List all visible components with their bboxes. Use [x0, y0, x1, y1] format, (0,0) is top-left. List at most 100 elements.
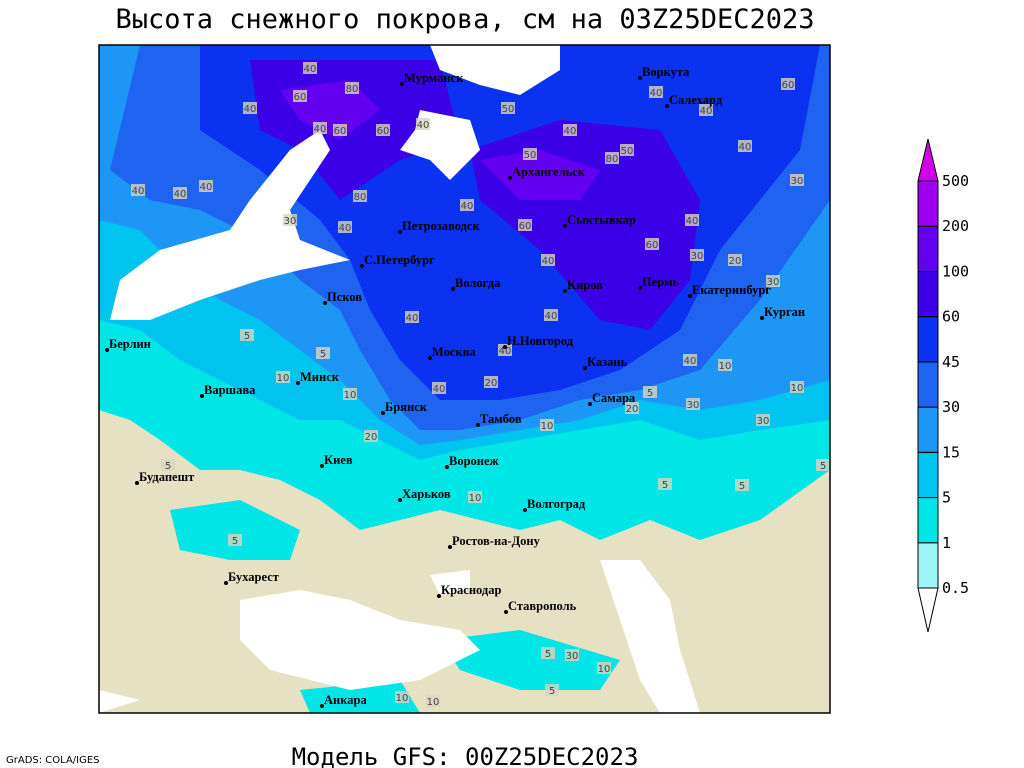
city-dot [224, 581, 228, 585]
city-label: Н.Новгород [507, 334, 574, 348]
contour-label: 10 [427, 697, 440, 708]
contour-label-box [243, 102, 257, 114]
city-dot [508, 176, 512, 180]
contour-label: 40 [499, 346, 512, 357]
contour-label-box [293, 90, 307, 102]
contour-label-box [313, 122, 327, 134]
city-dot [320, 704, 324, 708]
contour-label-box [316, 347, 330, 359]
contour-label: 10 [344, 390, 357, 401]
colorbar-box [917, 361, 939, 408]
contour-label-box [345, 82, 359, 94]
snow-area [440, 630, 620, 690]
city-dot [200, 394, 204, 398]
colorbar-label: 45 [942, 353, 960, 371]
city-dot [523, 508, 527, 512]
city-label: Тамбов [480, 412, 522, 426]
contour-label: 5 [549, 686, 555, 697]
city-dot [563, 289, 567, 293]
contour-label: 40 [304, 64, 317, 75]
contour-label: 20 [729, 256, 742, 267]
contour-label: 50 [621, 146, 634, 157]
map-frame [98, 44, 831, 714]
city-label: Екатеринбург [692, 283, 771, 297]
city-label: Бухарест [228, 570, 279, 584]
colorbar-label: 30 [942, 398, 960, 416]
city-label: Анкара [324, 693, 367, 707]
colorbar-label: 15 [942, 443, 960, 461]
contour-label-box [432, 382, 446, 394]
city-label: Киев [324, 453, 353, 467]
contour-label-box [498, 344, 512, 356]
contour-label: 40 [406, 313, 419, 324]
contour-label: 40 [684, 356, 697, 367]
contour-label: 60 [519, 221, 532, 232]
contour-label-box [643, 386, 657, 398]
snow-area [170, 500, 300, 560]
city-dot [583, 366, 587, 370]
city-label: Брянск [385, 400, 428, 414]
contour-label: 40 [739, 142, 752, 153]
contour-label-box [541, 647, 555, 659]
contour-label: 30 [691, 251, 704, 262]
city-label: Салехард [669, 93, 723, 107]
contour-label: 60 [294, 92, 307, 103]
colorbar-label: 200 [942, 217, 969, 235]
contour-label-box [625, 402, 639, 414]
city-dot [448, 545, 452, 549]
contour-label: 80 [606, 154, 619, 165]
colorbar-label: 5 [942, 489, 951, 507]
city-label: Берлин [109, 337, 151, 351]
city-label: Краснодар [441, 583, 501, 597]
contour-label-box [683, 354, 697, 366]
contour-label-box [405, 311, 419, 323]
city-dot [504, 610, 508, 614]
title: Высота снежного покрова, см на 03Z25DEC2… [116, 4, 815, 35]
contour-label-box [484, 376, 498, 388]
contour-label: 50 [502, 104, 515, 115]
contour-label: 5 [739, 481, 745, 492]
contour-label-box [283, 214, 297, 226]
contour-label: 5 [662, 480, 668, 491]
colorbar-box [917, 180, 939, 227]
contour-label: 30 [767, 277, 780, 288]
city-label: Будапешт [139, 470, 194, 484]
contour-label: 10 [469, 493, 482, 504]
contour-label-box [501, 102, 515, 114]
contour-label-box [303, 62, 317, 74]
sea [430, 45, 560, 95]
colorbar-label: 500 [942, 172, 969, 190]
contour-label-box [645, 238, 659, 250]
contour-label-box [276, 371, 290, 383]
contour-label-box [756, 414, 770, 426]
colorbar-low-end [917, 587, 939, 633]
city-label: Мурманск [404, 71, 464, 85]
contour-label: 40 [650, 88, 663, 99]
city-label: Курган [764, 305, 805, 319]
contour-label-box [728, 254, 742, 266]
contour-label: 30 [566, 651, 579, 662]
contour-label-box [781, 78, 795, 90]
contour-label-box [718, 359, 732, 371]
contour-label-box [816, 459, 830, 471]
contour-label-box [333, 124, 347, 136]
contour-label: 10 [598, 664, 611, 675]
city-label: Воркута [642, 65, 690, 79]
contour-label: 10 [541, 421, 554, 432]
city-label: Москва [432, 345, 476, 359]
contour-label: 40 [564, 126, 577, 137]
city-label: Варшава [204, 383, 256, 397]
city-label: Сыктывкар [567, 213, 636, 227]
city-dot [638, 286, 642, 290]
city-dot [135, 481, 139, 485]
colorbar-box [917, 451, 939, 499]
contour-label: 80 [354, 192, 367, 203]
contour-label: 60 [782, 80, 795, 91]
contour-label: 30 [791, 176, 804, 187]
contour-label-box [563, 124, 577, 136]
contour-label: 40 [200, 182, 213, 193]
contour-label: 40 [417, 120, 430, 131]
